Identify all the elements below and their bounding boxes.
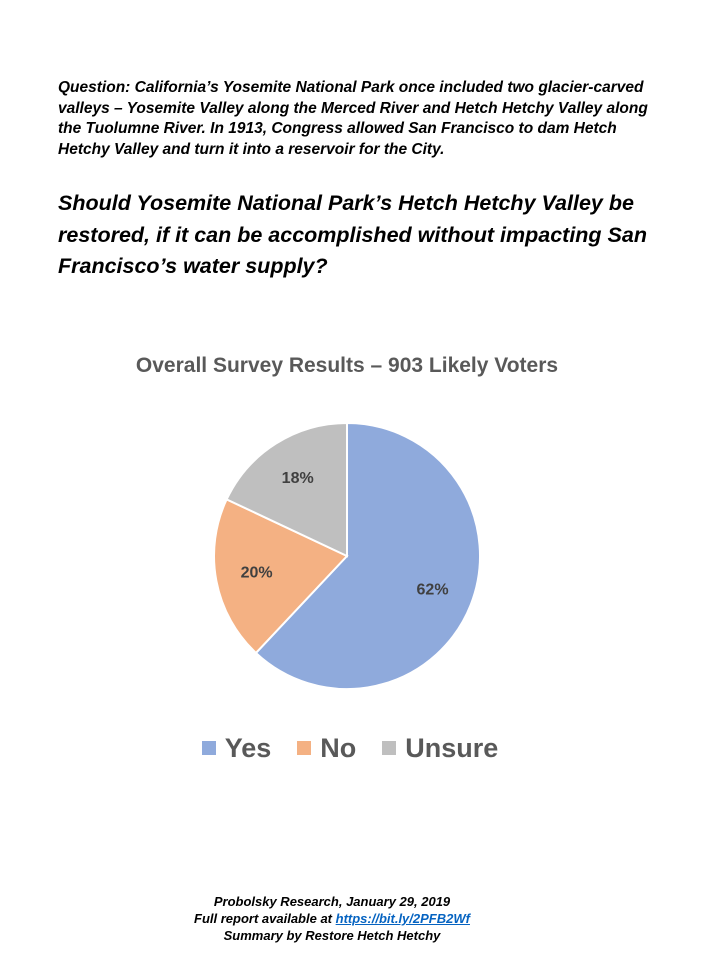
footer: Probolsky Research, January 29, 2019 Ful… bbox=[0, 893, 664, 944]
data-label-no: 20% bbox=[241, 565, 273, 582]
data-label-yes: 62% bbox=[417, 581, 449, 598]
footer-summary: Summary by Restore Hetch Hetchy bbox=[223, 928, 441, 943]
footer-report-line: Full report available at https://bit.ly/… bbox=[0, 910, 664, 927]
chart-legend: Yes No Unsure bbox=[0, 728, 700, 768]
chart-title: Overall Survey Results – 903 Likely Vote… bbox=[135, 354, 559, 377]
report-link[interactable]: https://bit.ly/2PFB2Wf bbox=[335, 911, 470, 926]
pie-slice-no bbox=[213, 498, 349, 655]
legend-label-yes: Yes bbox=[224, 732, 272, 763]
legend-swatch-unsure bbox=[382, 741, 397, 755]
legend-label-no: No bbox=[320, 732, 357, 763]
legend-item-no: No bbox=[297, 733, 356, 764]
pie-slice-yes bbox=[254, 421, 481, 690]
legend-label-unsure: Unsure bbox=[405, 732, 499, 763]
legend-item-yes: Yes bbox=[201, 732, 272, 764]
headline-question: Should Yosemite National Park’s Hetch He… bbox=[58, 191, 647, 278]
legend-swatch-no bbox=[297, 741, 312, 755]
footer-report-prefix: Full report available at bbox=[194, 911, 336, 926]
footer-source: Probolsky Research, January 29, 2019 bbox=[213, 894, 451, 909]
data-label-unsure: 18% bbox=[282, 470, 314, 487]
legend-swatch-yes bbox=[201, 741, 216, 755]
pie-slice-unsure bbox=[225, 421, 348, 558]
legend-item-unsure: Unsure bbox=[382, 733, 498, 764]
question-text: Question: California’s Yosemite National… bbox=[58, 79, 648, 158]
